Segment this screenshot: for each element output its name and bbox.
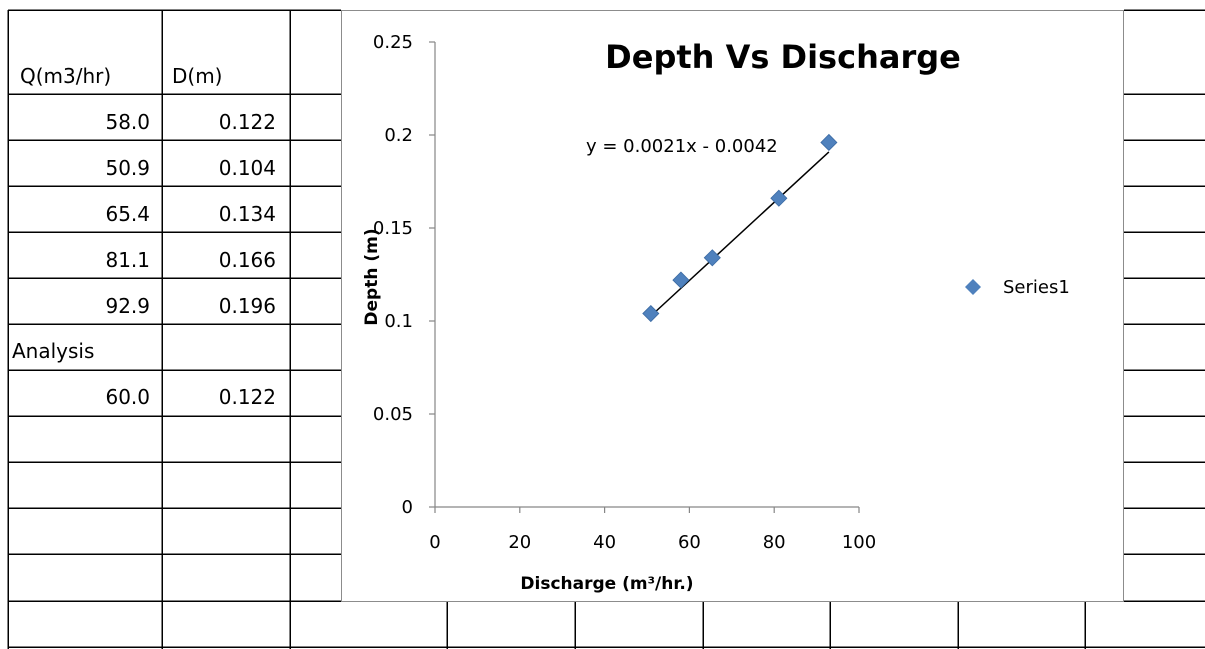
y-tick-label: 0.15	[373, 218, 413, 239]
x-axis-title: Discharge (m³/hr.)	[520, 574, 693, 594]
y-tick-label: 0.1	[384, 311, 413, 332]
y-tick-label: 0.2	[384, 125, 413, 146]
analysis-q[interactable]: 60.0	[105, 385, 150, 409]
cell-q-5[interactable]: 92.9	[105, 294, 150, 318]
y-tick-label: 0.05	[373, 404, 413, 425]
x-tick-label: 100	[842, 532, 876, 553]
x-tick-label: 80	[763, 532, 786, 553]
y-axis-title: Depth (m)	[362, 228, 382, 325]
x-tick-label: 0	[429, 532, 440, 553]
cell-q-2[interactable]: 50.9	[105, 156, 150, 180]
x-tick-label: 60	[678, 532, 701, 553]
trendline-equation: y = 0.0021x - 0.0042	[586, 136, 778, 157]
cell-q-3[interactable]: 65.4	[105, 202, 150, 226]
cell-d-5[interactable]: 0.196	[218, 294, 276, 318]
data-point	[820, 133, 838, 152]
chart-object[interactable]: Depth Vs Discharge 0 0.05 0.1 0.15 0.2 0.25 0…	[341, 10, 1124, 602]
analysis-label[interactable]: Analysis	[12, 339, 95, 363]
header-q[interactable]: Q(m3/hr)	[20, 64, 112, 88]
cell-d-4[interactable]: 0.166	[218, 248, 276, 272]
data-point	[770, 189, 788, 207]
y-tick-label: 0.25	[373, 32, 413, 53]
cell-q-1[interactable]: 58.0	[105, 110, 150, 134]
x-tick-label: 40	[593, 532, 616, 553]
legend-label-series1: Series1	[1003, 277, 1070, 298]
cell-q-4[interactable]: 81.1	[105, 248, 150, 272]
cell-d-1[interactable]: 0.122	[218, 110, 276, 134]
data-point	[672, 271, 690, 289]
cell-d-3[interactable]: 0.134	[218, 202, 276, 226]
trendline	[650, 151, 830, 317]
y-tick-label: 0	[402, 497, 413, 518]
legend-marker-series1	[965, 279, 981, 295]
analysis-d[interactable]: 0.122	[218, 385, 276, 409]
data-point	[642, 304, 660, 323]
header-d[interactable]: D(m)	[172, 64, 223, 88]
cell-d-2[interactable]: 0.104	[218, 156, 276, 180]
x-tick-label: 20	[508, 532, 531, 553]
scatter-chart: Depth Vs Discharge 0 0.05 0.1 0.15 0.2 0.25 0…	[362, 32, 1070, 594]
data-point	[703, 249, 721, 267]
chart-title: Depth Vs Discharge	[605, 38, 961, 76]
legend: Series1	[965, 277, 1070, 298]
